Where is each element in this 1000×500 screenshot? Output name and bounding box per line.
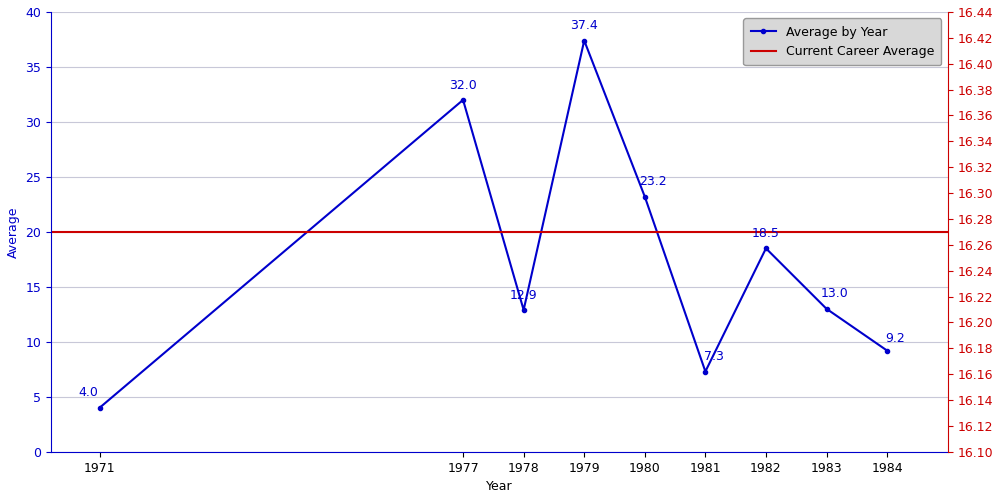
Text: 37.4: 37.4: [570, 19, 598, 32]
Average by Year: [94, 405, 106, 411]
Y-axis label: Average: Average: [7, 206, 20, 258]
Average by Year: [457, 97, 469, 103]
Text: 12.9: 12.9: [510, 288, 537, 302]
Text: 23.2: 23.2: [639, 176, 667, 188]
Average by Year: [760, 246, 772, 252]
Average by Year: [639, 194, 651, 200]
Text: 18.5: 18.5: [752, 227, 780, 240]
Text: 32.0: 32.0: [449, 78, 477, 92]
Average by Year: [699, 368, 711, 374]
Average by Year: [578, 38, 590, 44]
Text: 9.2: 9.2: [886, 332, 905, 345]
Average by Year: [881, 348, 893, 354]
Legend: Average by Year, Current Career Average: Average by Year, Current Career Average: [743, 18, 941, 66]
X-axis label: Year: Year: [486, 480, 513, 493]
Line: Average by Year: Average by Year: [97, 38, 889, 410]
Text: 4.0: 4.0: [79, 386, 98, 400]
Text: 13.0: 13.0: [821, 288, 849, 300]
Average by Year: [518, 307, 530, 313]
Average by Year: [821, 306, 833, 312]
Text: 7.3: 7.3: [704, 350, 724, 363]
